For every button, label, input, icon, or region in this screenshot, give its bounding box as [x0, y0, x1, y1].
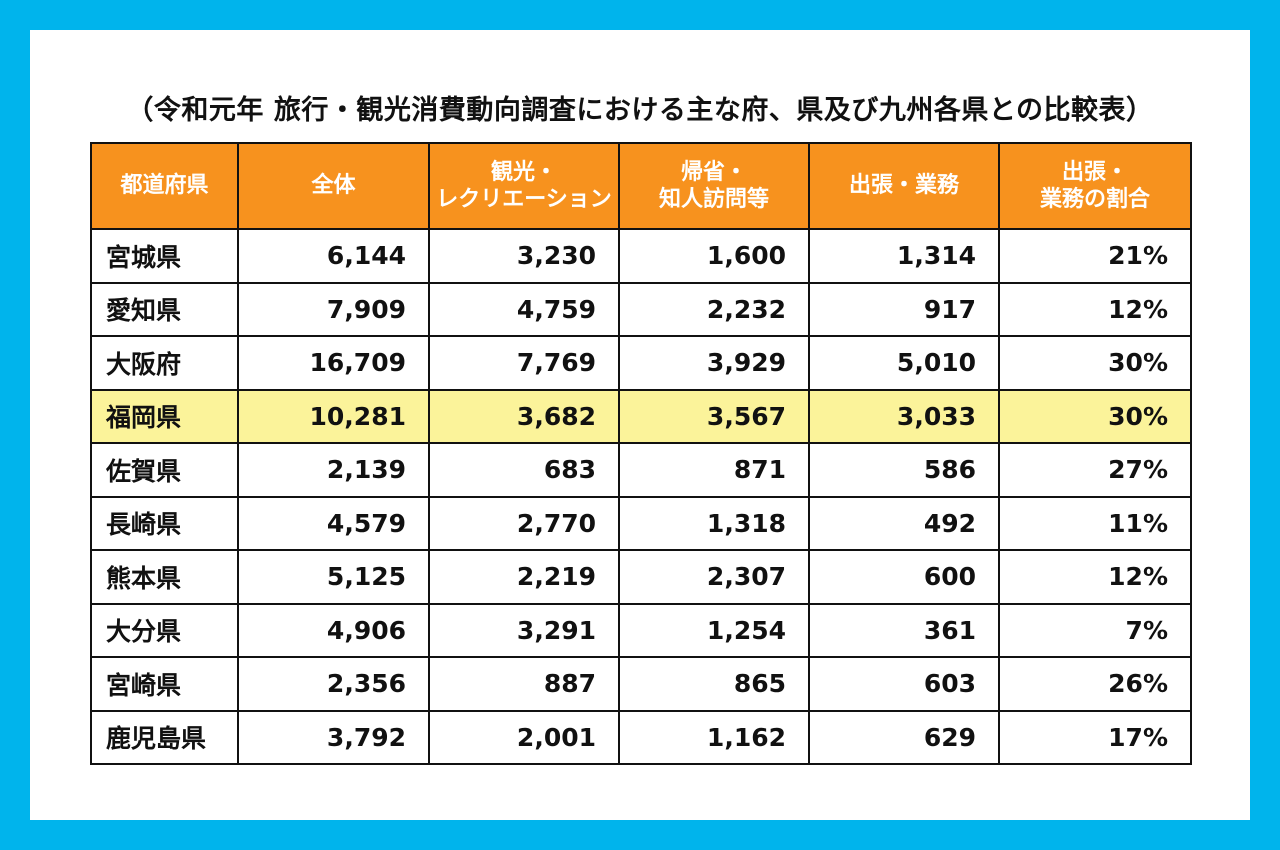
- cell-business: 629: [808, 709, 1000, 765]
- cell-sightseeing: 3,230: [428, 228, 620, 284]
- cell-visiting: 2,232: [618, 281, 810, 337]
- header-total: 全体: [237, 142, 430, 230]
- table-row: 熊本県 5,125 2,219 2,307 600 12%: [90, 549, 1192, 605]
- table-row: 鹿児島県 3,792 2,001 1,162 629 17%: [90, 709, 1192, 765]
- cell-business-ratio: 12%: [998, 281, 1192, 337]
- table-row: 長崎県 4,579 2,770 1,318 492 11%: [90, 495, 1192, 551]
- cell-prefecture: 長崎県: [90, 495, 239, 551]
- cell-business: 600: [808, 549, 1000, 605]
- cell-business-ratio: 11%: [998, 495, 1192, 551]
- cell-prefecture: 宮崎県: [90, 656, 239, 712]
- cell-business-ratio: 27%: [998, 442, 1192, 498]
- cell-business-ratio: 12%: [998, 549, 1192, 605]
- cell-business: 603: [808, 656, 1000, 712]
- table-row: 佐賀県 2,139 683 871 586 27%: [90, 442, 1192, 498]
- cell-sightseeing: 2,219: [428, 549, 620, 605]
- cell-sightseeing: 683: [428, 442, 620, 498]
- table-row: 宮崎県 2,356 887 865 603 26%: [90, 656, 1192, 712]
- table-row: 宮城県 6,144 3,230 1,600 1,314 21%: [90, 228, 1192, 284]
- table-title: （令和元年 旅行・観光消費動向調査における主な府、県及び九州各県との比較表）: [126, 95, 1154, 126]
- cell-total: 2,139: [237, 442, 430, 498]
- cell-sightseeing: 3,291: [428, 602, 620, 658]
- cell-sightseeing: 2,770: [428, 495, 620, 551]
- cell-business-ratio: 21%: [998, 228, 1192, 284]
- cell-business: 361: [808, 602, 1000, 658]
- header-prefecture: 都道府県: [90, 142, 239, 230]
- cell-prefecture: 福岡県: [90, 388, 239, 444]
- card-panel: （令和元年 旅行・観光消費動向調査における主な府、県及び九州各県との比較表） 都…: [30, 30, 1250, 820]
- table-row: 大阪府 16,709 7,769 3,929 5,010 30%: [90, 335, 1192, 391]
- cell-sightseeing: 887: [428, 656, 620, 712]
- cell-total: 10,281: [237, 388, 430, 444]
- header-sightseeing: 観光・ レクリエーション: [428, 142, 620, 230]
- header-business: 出張・業務: [808, 142, 1000, 230]
- cell-business: 492: [808, 495, 1000, 551]
- header-business-ratio: 出張・ 業務の割合: [998, 142, 1192, 230]
- cell-total: 4,906: [237, 602, 430, 658]
- cell-sightseeing: 2,001: [428, 709, 620, 765]
- cell-business: 586: [808, 442, 1000, 498]
- cell-business-ratio: 7%: [998, 602, 1192, 658]
- cell-prefecture: 愛知県: [90, 281, 239, 337]
- cell-total: 7,909: [237, 281, 430, 337]
- cell-business: 3,033: [808, 388, 1000, 444]
- cell-visiting: 865: [618, 656, 810, 712]
- cell-business: 917: [808, 281, 1000, 337]
- cell-visiting: 3,929: [618, 335, 810, 391]
- comparison-table: 都道府県 全体 観光・ レクリエーション 帰省・ 知人訪問等 出張・業務 出張・…: [90, 142, 1192, 765]
- cell-visiting: 1,254: [618, 602, 810, 658]
- cell-business: 5,010: [808, 335, 1000, 391]
- cell-prefecture: 熊本県: [90, 549, 239, 605]
- table-row-highlighted: 福岡県 10,281 3,682 3,567 3,033 30%: [90, 388, 1192, 444]
- cell-total: 6,144: [237, 228, 430, 284]
- cell-total: 2,356: [237, 656, 430, 712]
- header-row: 都道府県 全体 観光・ レクリエーション 帰省・ 知人訪問等 出張・業務 出張・…: [90, 142, 1192, 230]
- header-visiting: 帰省・ 知人訪問等: [618, 142, 810, 230]
- cell-visiting: 1,318: [618, 495, 810, 551]
- cell-visiting: 2,307: [618, 549, 810, 605]
- cell-business-ratio: 17%: [998, 709, 1192, 765]
- cell-visiting: 871: [618, 442, 810, 498]
- cell-business: 1,314: [808, 228, 1000, 284]
- cell-total: 3,792: [237, 709, 430, 765]
- table-row: 愛知県 7,909 4,759 2,232 917 12%: [90, 281, 1192, 337]
- cell-prefecture: 宮城県: [90, 228, 239, 284]
- cell-visiting: 1,600: [618, 228, 810, 284]
- cell-prefecture: 大分県: [90, 602, 239, 658]
- table-row: 大分県 4,906 3,291 1,254 361 7%: [90, 602, 1192, 658]
- cell-total: 16,709: [237, 335, 430, 391]
- cell-prefecture: 鹿児島県: [90, 709, 239, 765]
- cell-business-ratio: 26%: [998, 656, 1192, 712]
- cell-sightseeing: 3,682: [428, 388, 620, 444]
- cell-total: 4,579: [237, 495, 430, 551]
- cell-business-ratio: 30%: [998, 335, 1192, 391]
- cell-sightseeing: 4,759: [428, 281, 620, 337]
- cell-sightseeing: 7,769: [428, 335, 620, 391]
- cell-prefecture: 大阪府: [90, 335, 239, 391]
- cell-business-ratio: 30%: [998, 388, 1192, 444]
- cell-prefecture: 佐賀県: [90, 442, 239, 498]
- cell-visiting: 1,162: [618, 709, 810, 765]
- cell-total: 5,125: [237, 549, 430, 605]
- cell-visiting: 3,567: [618, 388, 810, 444]
